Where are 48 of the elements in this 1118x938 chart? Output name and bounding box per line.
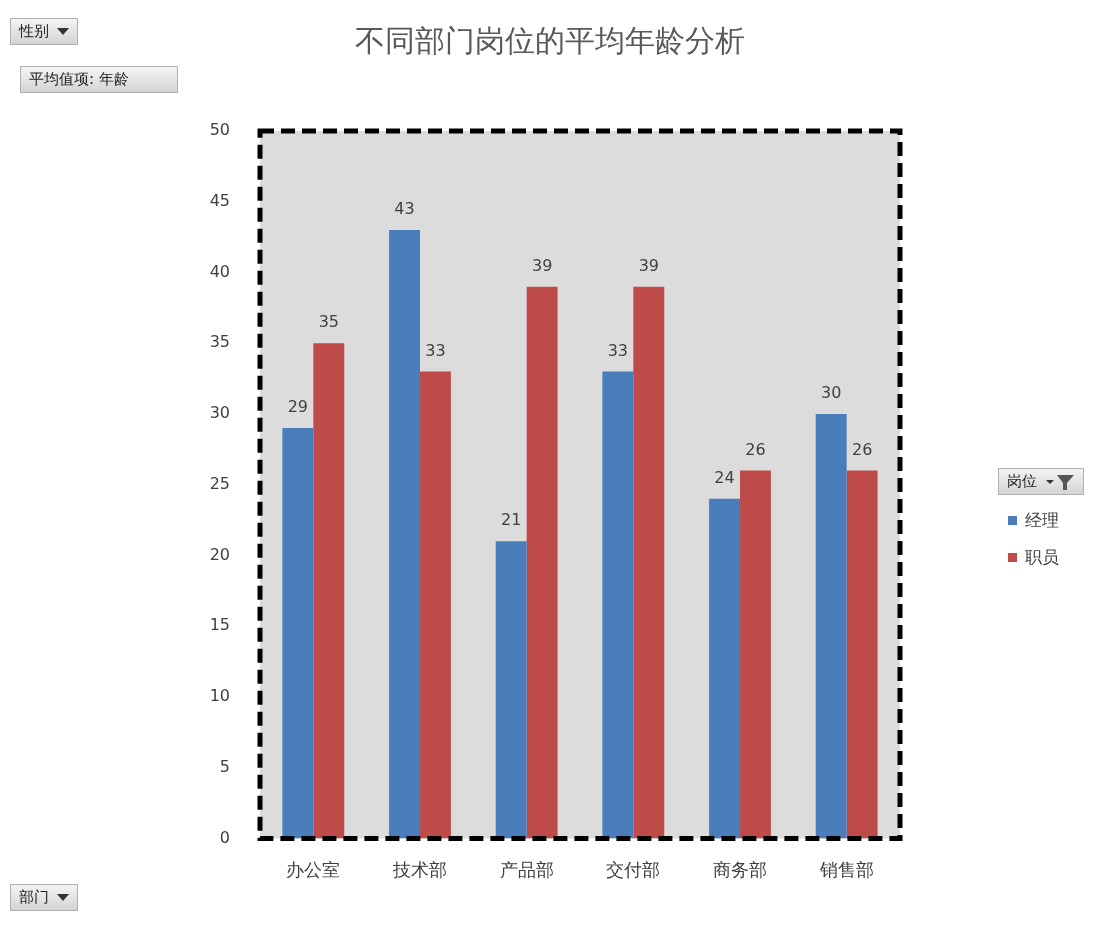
- x-tick-label: 销售部: [818, 858, 874, 880]
- data-label: 24: [714, 468, 735, 487]
- bar: [815, 413, 847, 839]
- x-tick-label: 交付部: [606, 858, 661, 880]
- y-tick-label: 20: [209, 544, 230, 564]
- data-label: 39: [638, 255, 659, 275]
- data-label: 30: [821, 383, 842, 403]
- bar: [420, 371, 451, 839]
- legend-title: 岗位: [1007, 472, 1037, 491]
- text: 性别: [19, 22, 49, 41]
- y-tick-label: 45: [209, 190, 230, 210]
- legend-label: 职员: [1025, 546, 1059, 569]
- data-label: 26: [851, 439, 873, 459]
- x-tick-label: 技术部: [392, 858, 447, 880]
- x-tick-label: 商务部: [713, 858, 767, 880]
- bar: [602, 371, 634, 839]
- data-label: 33: [425, 340, 446, 360]
- data-label: 29: [287, 397, 309, 417]
- data-label: 33: [607, 340, 629, 360]
- y-tick-label: 25: [209, 473, 230, 493]
- y-tick-label: 40: [209, 261, 230, 281]
- y-tick-label: 50: [209, 120, 230, 140]
- y-tick-label: 35: [209, 332, 230, 352]
- data-label: 43: [394, 199, 415, 219]
- data-label: 21: [501, 510, 522, 530]
- chart-title: 不同部门岗位的平均年龄分析: [355, 22, 745, 58]
- data-label: 26: [745, 439, 766, 459]
- bar: [709, 498, 740, 839]
- y-tick-label: 10: [209, 686, 230, 706]
- bar: [389, 230, 420, 839]
- text: 部门: [19, 888, 49, 907]
- y-tick-label: 15: [209, 615, 230, 635]
- text: 平均值项: 年龄: [29, 70, 129, 89]
- bar: [633, 286, 665, 839]
- x-tick-label: 产品部: [499, 858, 554, 880]
- bar: [526, 286, 558, 839]
- legend-label: 经理: [1025, 509, 1059, 532]
- bar: [282, 428, 314, 839]
- data-label: 39: [531, 255, 553, 275]
- y-tick-label: 30: [209, 403, 230, 423]
- bar: [313, 343, 345, 839]
- bar: [846, 470, 878, 839]
- data-label: 35: [318, 312, 339, 332]
- y-tick-label: 0: [219, 827, 230, 847]
- x-tick-label: 办公室: [286, 858, 341, 880]
- bar: [495, 541, 527, 839]
- bar: [740, 470, 771, 839]
- y-tick-label: 5: [219, 756, 230, 776]
